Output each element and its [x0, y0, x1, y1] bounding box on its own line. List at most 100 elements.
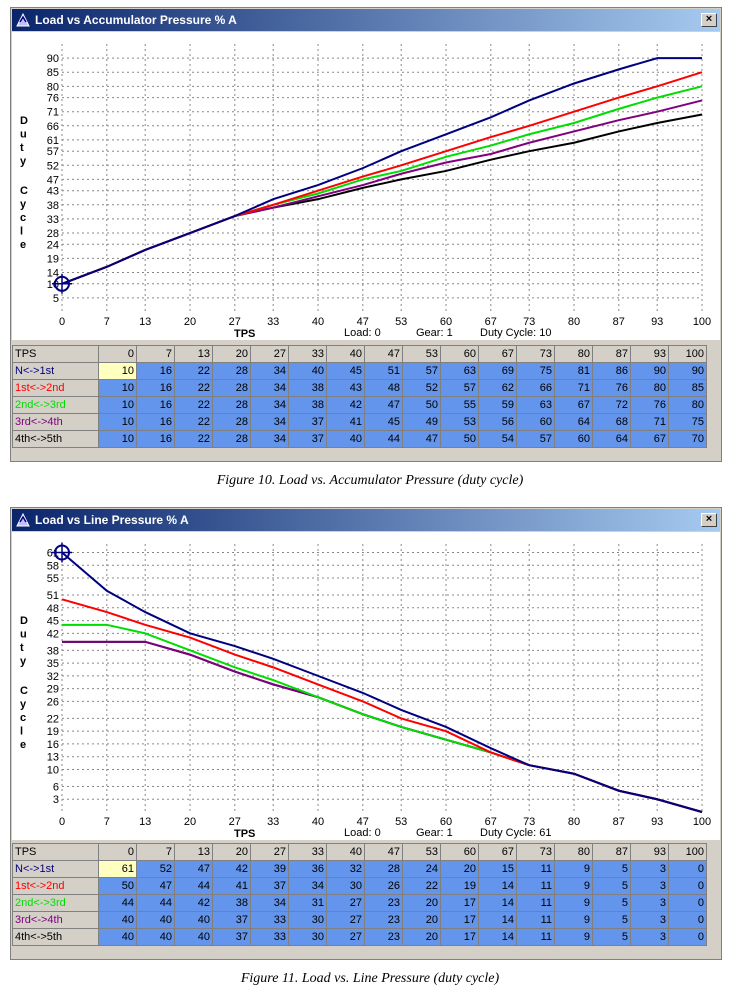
table-cell[interactable]: 50	[440, 430, 479, 448]
table-cell[interactable]: 22	[174, 413, 213, 431]
table-cell[interactable]: 57	[402, 362, 441, 380]
chart-area[interactable]: 5 10 14 19 24 28 33 38 43 47 52 57 61 66 71 76 80 85 90 0 7 1…	[12, 32, 720, 340]
table-cell[interactable]: 37	[250, 877, 289, 895]
table-cell[interactable]: 27	[326, 928, 365, 946]
table-cell[interactable]: 22	[174, 379, 213, 397]
table-cell[interactable]: 51	[364, 362, 403, 380]
table-cell[interactable]: 44	[136, 894, 175, 912]
table-cell[interactable]: 9	[554, 911, 593, 929]
table-cell[interactable]: 85	[668, 379, 707, 397]
table-cell[interactable]: 23	[364, 894, 403, 912]
table-cell[interactable]: 86	[592, 362, 631, 380]
table-cell[interactable]: 23	[364, 928, 403, 946]
table-cell[interactable]: 75	[516, 362, 555, 380]
table-cell[interactable]: 19	[440, 877, 479, 895]
table-cell[interactable]: 16	[136, 379, 175, 397]
table-cell[interactable]: 37	[212, 911, 251, 929]
table-cell[interactable]: 47	[174, 860, 213, 878]
table-cell[interactable]: 45	[326, 362, 365, 380]
table-cell[interactable]: 31	[288, 894, 327, 912]
table-cell[interactable]: 16	[136, 362, 175, 380]
table-cell[interactable]: 64	[592, 430, 631, 448]
table-cell[interactable]: 52	[402, 379, 441, 397]
table-cell[interactable]: 24	[402, 860, 441, 878]
table-cell[interactable]: 42	[326, 396, 365, 414]
table-cell[interactable]: 3	[630, 911, 669, 929]
table-cell[interactable]: 9	[554, 877, 593, 895]
table-cell[interactable]: 0	[668, 877, 707, 895]
table-cell[interactable]: 11	[516, 860, 555, 878]
table-cell[interactable]: 48	[364, 379, 403, 397]
table-cell[interactable]: 56	[478, 413, 517, 431]
table-cell[interactable]: 11	[516, 894, 555, 912]
table-cell[interactable]: 62	[478, 379, 517, 397]
table-cell[interactable]: 28	[212, 430, 251, 448]
crosshair-cursor-icon[interactable]	[52, 273, 72, 294]
table-cell[interactable]: 42	[174, 894, 213, 912]
table-cell[interactable]: 38	[288, 396, 327, 414]
table-cell[interactable]: 76	[630, 396, 669, 414]
table-cell[interactable]: 40	[288, 362, 327, 380]
table-cell[interactable]: 76	[592, 379, 631, 397]
table-cell[interactable]: 55	[440, 396, 479, 414]
table-cell[interactable]: 10	[98, 396, 137, 414]
table-cell[interactable]: 47	[402, 430, 441, 448]
table-cell[interactable]: 59	[478, 396, 517, 414]
table-cell[interactable]: 5	[592, 894, 631, 912]
table-cell[interactable]: 49	[402, 413, 441, 431]
table-cell[interactable]: 30	[288, 928, 327, 946]
table-cell[interactable]: 41	[212, 877, 251, 895]
table-cell[interactable]: 34	[288, 877, 327, 895]
table-cell[interactable]: 22	[174, 430, 213, 448]
table-cell[interactable]: 57	[440, 379, 479, 397]
table-cell[interactable]: 11	[516, 911, 555, 929]
table-cell[interactable]: 3	[630, 928, 669, 946]
table-cell[interactable]: 17	[440, 928, 479, 946]
table-cell[interactable]: 50	[402, 396, 441, 414]
table-cell[interactable]: 14	[478, 877, 517, 895]
table-cell[interactable]: 44	[98, 894, 137, 912]
close-button[interactable]: ×	[701, 513, 717, 527]
table-cell[interactable]: 9	[554, 860, 593, 878]
table-cell[interactable]: 70	[668, 430, 707, 448]
table-cell[interactable]: 5	[592, 928, 631, 946]
table-cell[interactable]: 39	[250, 860, 289, 878]
table-cell[interactable]: 60	[516, 413, 555, 431]
table-cell[interactable]: 23	[364, 911, 403, 929]
table-cell[interactable]: 81	[554, 362, 593, 380]
table-cell[interactable]: 40	[174, 928, 213, 946]
table-cell[interactable]: 15	[478, 860, 517, 878]
table-cell[interactable]: 20	[402, 911, 441, 929]
close-button[interactable]: ×	[701, 13, 717, 27]
chart-area[interactable]: 3 6 10 13 16 19 22 26 29 32 35 38 42 45 48 51 55 58 61 0 7 13…	[12, 532, 720, 840]
table-cell[interactable]: 40	[136, 911, 175, 929]
table-cell[interactable]: 71	[554, 379, 593, 397]
table-cell[interactable]: 9	[554, 928, 593, 946]
table-cell[interactable]: 28	[212, 379, 251, 397]
table-cell[interactable]: 34	[250, 894, 289, 912]
table-cell[interactable]: 80	[630, 379, 669, 397]
table-cell[interactable]: 20	[402, 894, 441, 912]
table-cell[interactable]: 11	[516, 877, 555, 895]
table-cell[interactable]: 28	[364, 860, 403, 878]
table-cell[interactable]: 10	[98, 379, 137, 397]
table-cell[interactable]: 3	[630, 894, 669, 912]
table-cell[interactable]: 40	[136, 928, 175, 946]
table-cell[interactable]: 0	[668, 911, 707, 929]
table-cell[interactable]: 60	[554, 430, 593, 448]
table-cell[interactable]: 14	[478, 894, 517, 912]
table-cell[interactable]: 37	[288, 430, 327, 448]
table-cell[interactable]: 34	[250, 379, 289, 397]
crosshair-cursor-icon[interactable]	[52, 542, 72, 563]
table-cell[interactable]: 67	[554, 396, 593, 414]
table-cell[interactable]: 47	[136, 877, 175, 895]
table-cell[interactable]: 34	[250, 413, 289, 431]
table-cell[interactable]: 3	[630, 860, 669, 878]
table-cell[interactable]: 45	[364, 413, 403, 431]
table-cell[interactable]: 90	[630, 362, 669, 380]
table-cell[interactable]: 37	[288, 413, 327, 431]
duty-cycle-table[interactable]: TPS 0 7 13 20 27 33 40 47 53 60 67 73 80 87 93 100 N<->1s…	[12, 345, 707, 448]
table-cell[interactable]: 40	[174, 911, 213, 929]
table-cell[interactable]: 42	[212, 860, 251, 878]
